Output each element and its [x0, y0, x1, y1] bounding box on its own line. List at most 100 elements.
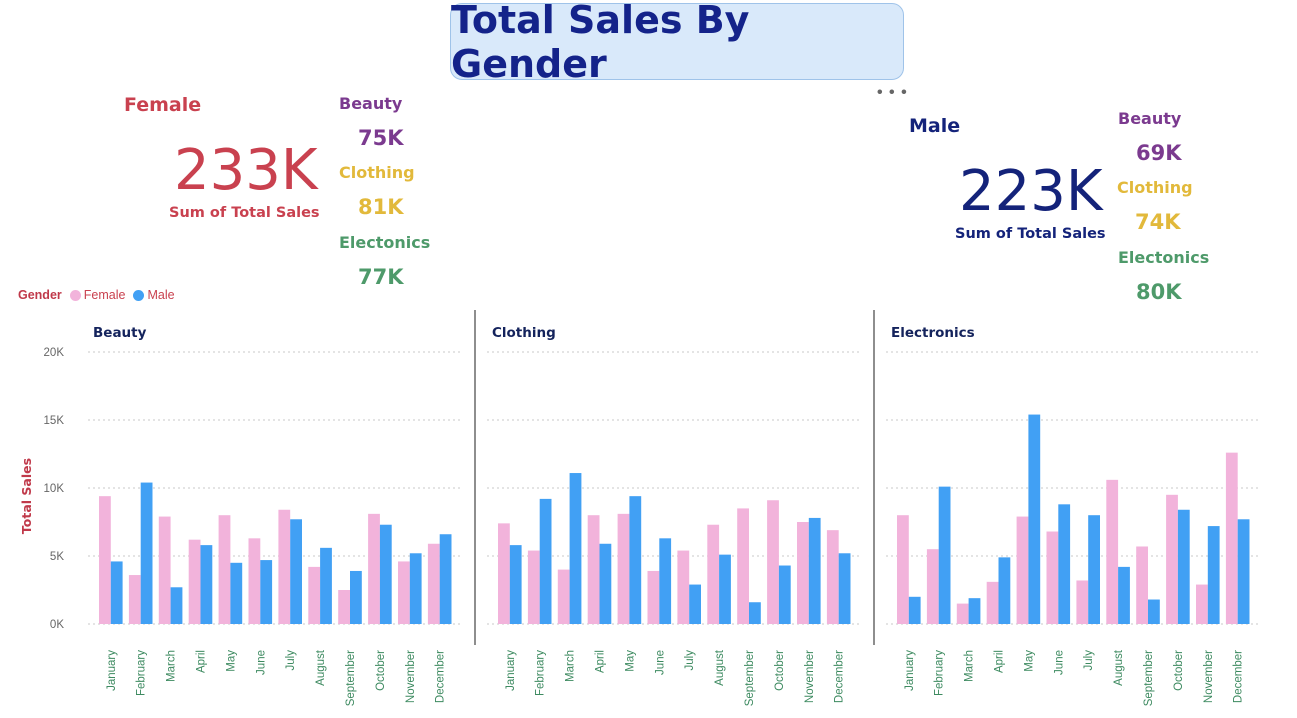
female-electronics-value: 77K — [358, 265, 404, 289]
bar-clothing-female-september — [737, 508, 749, 624]
bar-clothing-male-april — [599, 543, 612, 624]
male-total: 223K — [959, 159, 1103, 224]
bar-electronics-male-december — [1237, 519, 1250, 624]
x-tick-label: February — [535, 650, 547, 696]
bar-beauty-female-october — [368, 513, 380, 624]
x-tick-label: February — [136, 650, 148, 696]
x-tick-label: June — [255, 650, 267, 675]
legend-label-female: Female — [83, 288, 126, 302]
bar-electronics-female-march — [956, 603, 969, 624]
x-tick-label: March — [565, 650, 577, 682]
legend-item-female[interactable]: Female — [69, 288, 126, 302]
female-clothing-label: Clothing — [339, 163, 415, 182]
bar-beauty-male-october — [379, 524, 392, 624]
male-clothing-label: Clothing — [1117, 178, 1193, 197]
bar-beauty-female-february — [128, 575, 141, 624]
x-tick-label: October — [774, 650, 786, 691]
female-label: Female — [124, 94, 202, 116]
x-tick-label: April — [595, 650, 607, 673]
x-tick-label: October — [1173, 650, 1185, 691]
male-clothing-value: 74K — [1135, 210, 1181, 234]
bar-electronics-male-january — [908, 596, 921, 624]
bar-clothing-male-december — [838, 553, 851, 624]
x-tick-label: September — [1143, 650, 1155, 706]
bar-electronics-female-january — [897, 515, 909, 624]
x-tick-label: August — [714, 649, 726, 686]
bar-electronics-female-june — [1046, 531, 1059, 624]
bar-clothing-female-march — [557, 569, 570, 624]
female-total: 233K — [174, 138, 318, 203]
legend-swatch-female — [69, 289, 81, 301]
x-tick-label: April — [994, 650, 1006, 673]
female-total-caption: Sum of Total Sales — [169, 205, 320, 221]
bar-beauty-male-january — [110, 561, 123, 624]
bar-beauty-female-september — [338, 590, 350, 624]
x-tick-label: February — [934, 650, 946, 696]
bar-beauty-female-may — [218, 515, 231, 624]
bar-clothing-female-july — [677, 550, 690, 624]
bar-clothing-female-october — [767, 500, 779, 624]
bar-clothing-male-january — [509, 545, 522, 624]
x-tick-label: May — [1023, 650, 1035, 672]
male-electronics-value: 80K — [1136, 280, 1182, 304]
x-tick-label: September — [744, 650, 756, 706]
x-tick-label: March — [964, 650, 976, 682]
bar-clothing-female-april — [587, 515, 600, 624]
panel-title-electronics: Electronics — [891, 325, 975, 341]
ellipsis-icon[interactable]: • • • — [877, 84, 908, 101]
bar-clothing-female-june — [647, 570, 660, 624]
x-tick-label: August — [1113, 649, 1125, 686]
bar-clothing-male-july — [689, 584, 701, 624]
x-tick-label: June — [1053, 650, 1065, 675]
female-electronics-label: Electonics — [339, 233, 431, 252]
chart-legend: Gender Female Male — [18, 288, 183, 302]
legend-title: Gender — [18, 288, 62, 302]
bar-electronics-male-march — [968, 598, 981, 624]
female-beauty-label: Beauty — [339, 94, 403, 113]
bar-clothing-male-february — [539, 498, 552, 624]
sales-bar-chart: Total Sales 0K 5K 10K 15K 20K Beauty January Feb… — [19, 310, 1261, 706]
male-total-caption: Sum of Total Sales — [955, 226, 1106, 242]
bar-beauty-female-june — [248, 538, 261, 624]
bar-electronics-female-april — [986, 581, 999, 624]
y-tick-label: 0K — [50, 619, 64, 631]
bar-clothing-female-february — [527, 550, 540, 624]
female-beauty-value: 75K — [358, 126, 404, 150]
bar-electronics-male-november — [1207, 526, 1220, 624]
bar-clothing-male-may — [629, 496, 642, 624]
male-electronics-label: Electonics — [1118, 248, 1210, 267]
male-label: Male — [909, 115, 961, 137]
bar-beauty-female-january — [99, 496, 111, 624]
male-beauty-label: Beauty — [1118, 109, 1182, 128]
x-tick-label: July — [1083, 650, 1095, 671]
bar-beauty-male-may — [230, 562, 243, 624]
x-tick-label: June — [654, 650, 666, 675]
bar-beauty-male-march — [170, 587, 183, 624]
bar-electronics-male-september — [1148, 599, 1160, 624]
bar-electronics-male-april — [998, 557, 1011, 624]
bar-beauty-female-december — [427, 543, 440, 624]
bar-clothing-female-august — [707, 524, 720, 624]
male-beauty-value: 69K — [1136, 141, 1182, 165]
bar-electronics-male-august — [1118, 566, 1130, 624]
x-tick-label: July — [285, 650, 297, 671]
y-tick-label: 15K — [44, 415, 65, 427]
bar-electronics-female-october — [1166, 494, 1178, 624]
x-tick-label: July — [684, 650, 696, 671]
legend-item-male[interactable]: Male — [133, 288, 175, 302]
panel-title-clothing: Clothing — [492, 325, 556, 341]
page-title: Total Sales By Gender — [450, 0, 904, 86]
bar-electronics-female-november — [1196, 584, 1208, 624]
y-tick-label: 10K — [44, 483, 65, 495]
bar-beauty-male-april — [200, 545, 213, 624]
x-tick-label: January — [106, 650, 118, 691]
panel-title-beauty: Beauty — [93, 325, 147, 341]
bar-clothing-male-august — [719, 554, 731, 624]
bar-clothing-female-december — [826, 530, 839, 624]
bar-beauty-male-february — [140, 482, 153, 624]
x-tick-label: September — [345, 650, 357, 706]
bar-electronics-female-september — [1136, 546, 1148, 624]
bar-beauty-female-august — [308, 566, 321, 624]
bar-clothing-female-may — [617, 513, 630, 624]
x-tick-label: November — [804, 650, 816, 703]
